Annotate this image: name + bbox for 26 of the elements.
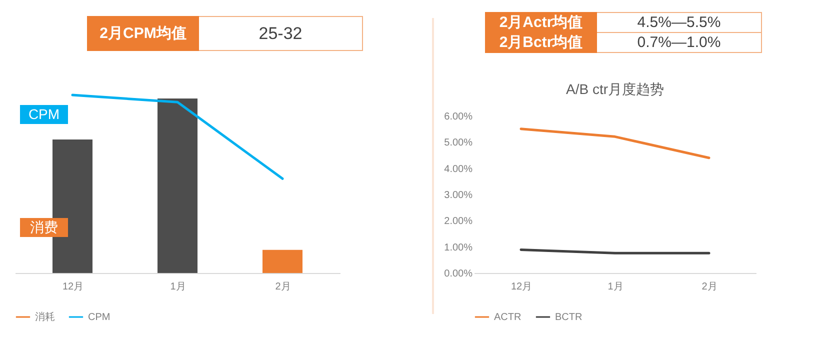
legend-label: BCTR: [555, 312, 582, 323]
x-tick-label: 12月: [510, 282, 532, 292]
x-tick-label: 1月: [608, 282, 624, 292]
x-tick-label: 2月: [275, 282, 291, 292]
x-tick-label: 2月: [702, 282, 718, 292]
y-tick-label: 6.00%: [444, 112, 473, 122]
y-tick-label: 3.00%: [444, 190, 473, 201]
y-tick-label: 1.00%: [444, 242, 473, 254]
chart-title: A/B ctr月度趋势: [566, 81, 664, 97]
annotation: 消费: [20, 218, 68, 237]
text: 2月CPM均值: [88, 16, 198, 50]
text: 25-32: [198, 16, 362, 50]
text: 2月Actr均值: [486, 12, 596, 32]
text: 4.5%—5.5%: [596, 12, 762, 32]
annotation: CPM: [20, 105, 68, 124]
y-tick-label: 0.00%: [444, 268, 473, 280]
legend-label: 消耗: [35, 311, 55, 323]
y-tick-label: 2.00%: [444, 216, 473, 228]
x-tick-label: 1月: [170, 282, 186, 292]
legend-label: CPM: [88, 312, 110, 323]
text: 0.7%—1.0%: [596, 32, 762, 52]
legend-label: ACTR: [494, 312, 522, 323]
y-tick-label: 5.00%: [444, 138, 473, 149]
x-tick-label: 12月: [62, 282, 84, 292]
text: 2月Bctr均值: [486, 32, 596, 52]
y-tick-label: 4.00%: [444, 164, 473, 175]
